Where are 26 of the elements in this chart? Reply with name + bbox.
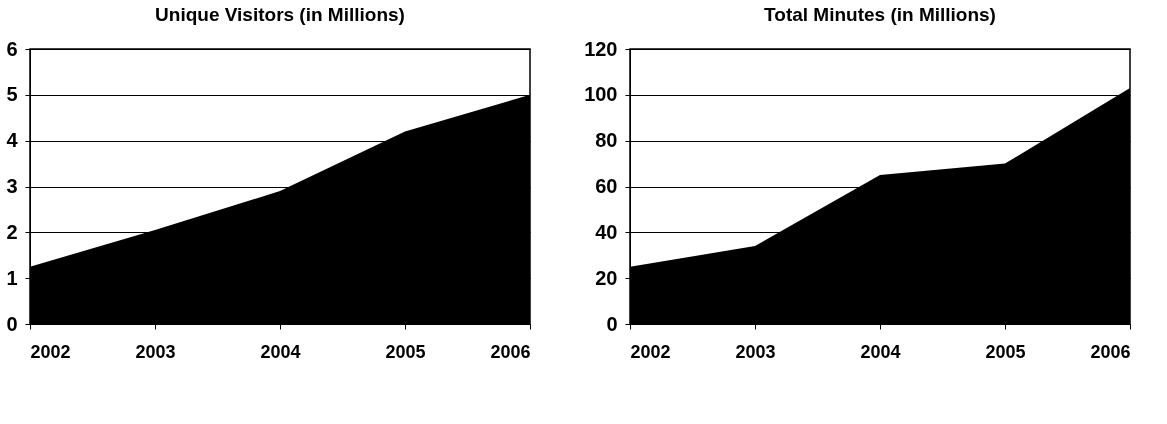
chart-title: Unique Visitors (in Millions) — [155, 4, 405, 25]
y-tick-label: 0 — [6, 312, 18, 335]
x-tick-label: 2002 — [30, 341, 71, 362]
y-tick-label: 80 — [595, 129, 618, 152]
y-tick-label: 60 — [595, 175, 618, 197]
x-tick-label: 2003 — [735, 341, 776, 362]
y-tick-label: 4 — [6, 129, 19, 152]
y-tick-label: 40 — [595, 220, 618, 243]
x-tick-label: 2005 — [385, 341, 426, 362]
y-tick-label: 100 — [584, 83, 618, 106]
y-tick-label: 20 — [595, 266, 618, 289]
x-tick-label: 2002 — [630, 341, 671, 362]
y-tick-label: 1 — [6, 266, 18, 289]
chart-title: Total Minutes (in Millions) — [764, 4, 996, 25]
x-tick-label: 2003 — [135, 341, 176, 362]
y-tick-label: 6 — [6, 37, 18, 60]
x-tick-label: 2006 — [1090, 341, 1131, 362]
x-tick-label: 2005 — [985, 341, 1026, 362]
y-tick-label: 3 — [6, 175, 18, 197]
x-tick-label: 2004 — [860, 341, 901, 362]
y-tick-label: 120 — [584, 37, 618, 60]
x-tick-label: 2004 — [260, 341, 301, 362]
y-tick-label: 0 — [606, 312, 618, 335]
x-tick-label: 2006 — [490, 341, 531, 362]
y-tick-label: 2 — [6, 220, 18, 243]
y-tick-label: 5 — [6, 83, 18, 106]
